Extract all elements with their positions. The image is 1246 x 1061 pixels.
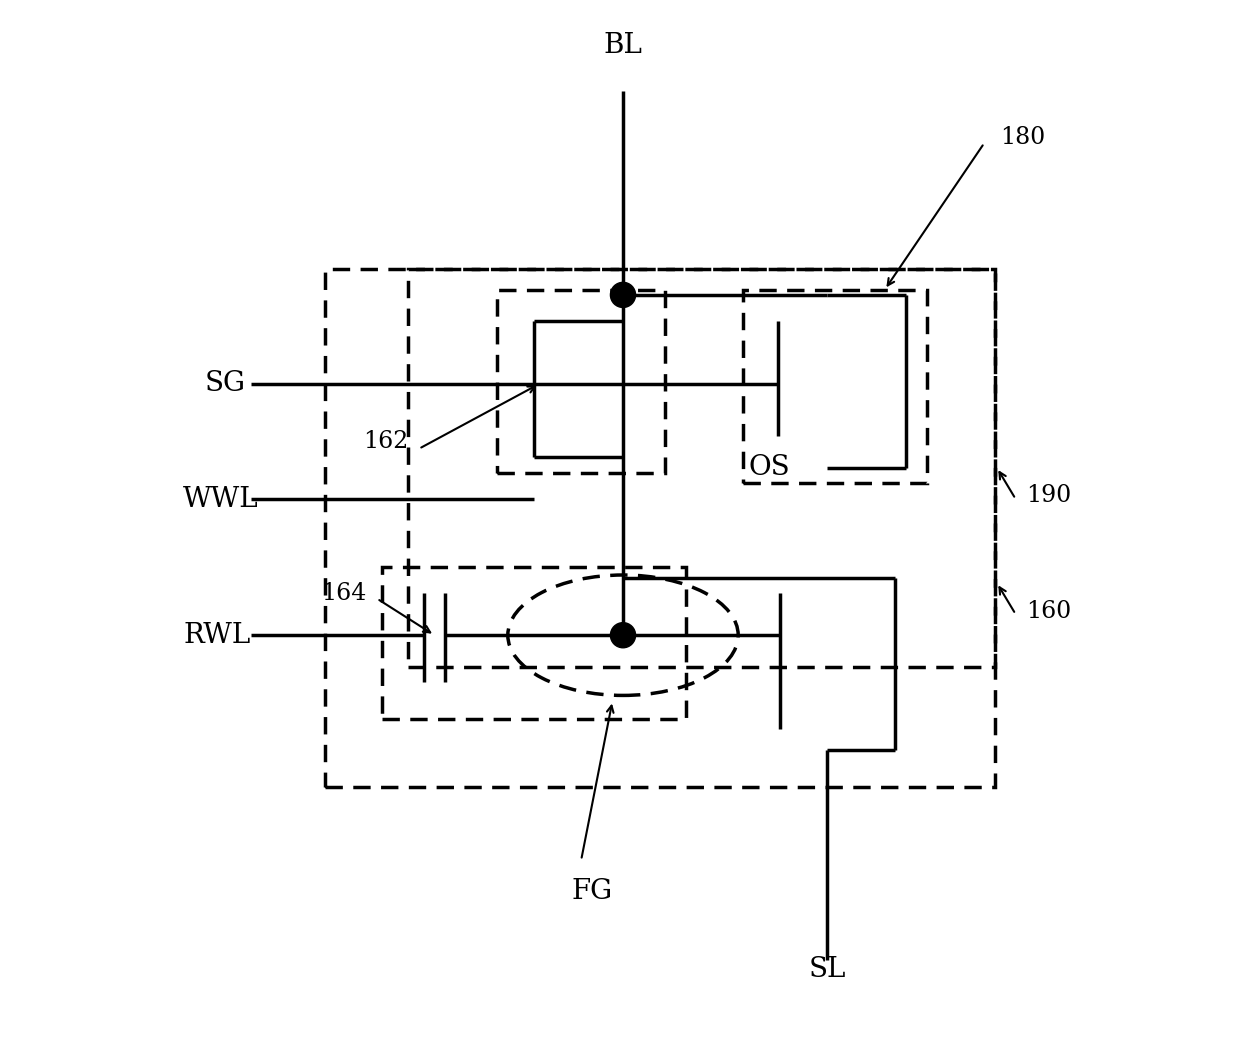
Circle shape: [611, 282, 635, 308]
Bar: [383, 568, 685, 719]
Text: BL: BL: [603, 32, 643, 59]
Bar: [744, 290, 927, 484]
Text: 160: 160: [1027, 599, 1072, 623]
Text: 164: 164: [321, 581, 366, 605]
Bar: [497, 290, 665, 473]
Text: 162: 162: [363, 430, 409, 453]
Text: 190: 190: [1027, 485, 1072, 507]
Text: FG: FG: [571, 879, 612, 905]
Text: WWL: WWL: [183, 486, 259, 512]
Bar: [409, 268, 994, 666]
Circle shape: [611, 623, 635, 648]
Text: 180: 180: [1001, 126, 1045, 150]
Text: OS: OS: [749, 454, 790, 482]
Bar: [324, 268, 994, 787]
Text: SG: SG: [204, 370, 245, 398]
Text: RWL: RWL: [183, 622, 250, 648]
Text: SL: SL: [809, 956, 846, 982]
